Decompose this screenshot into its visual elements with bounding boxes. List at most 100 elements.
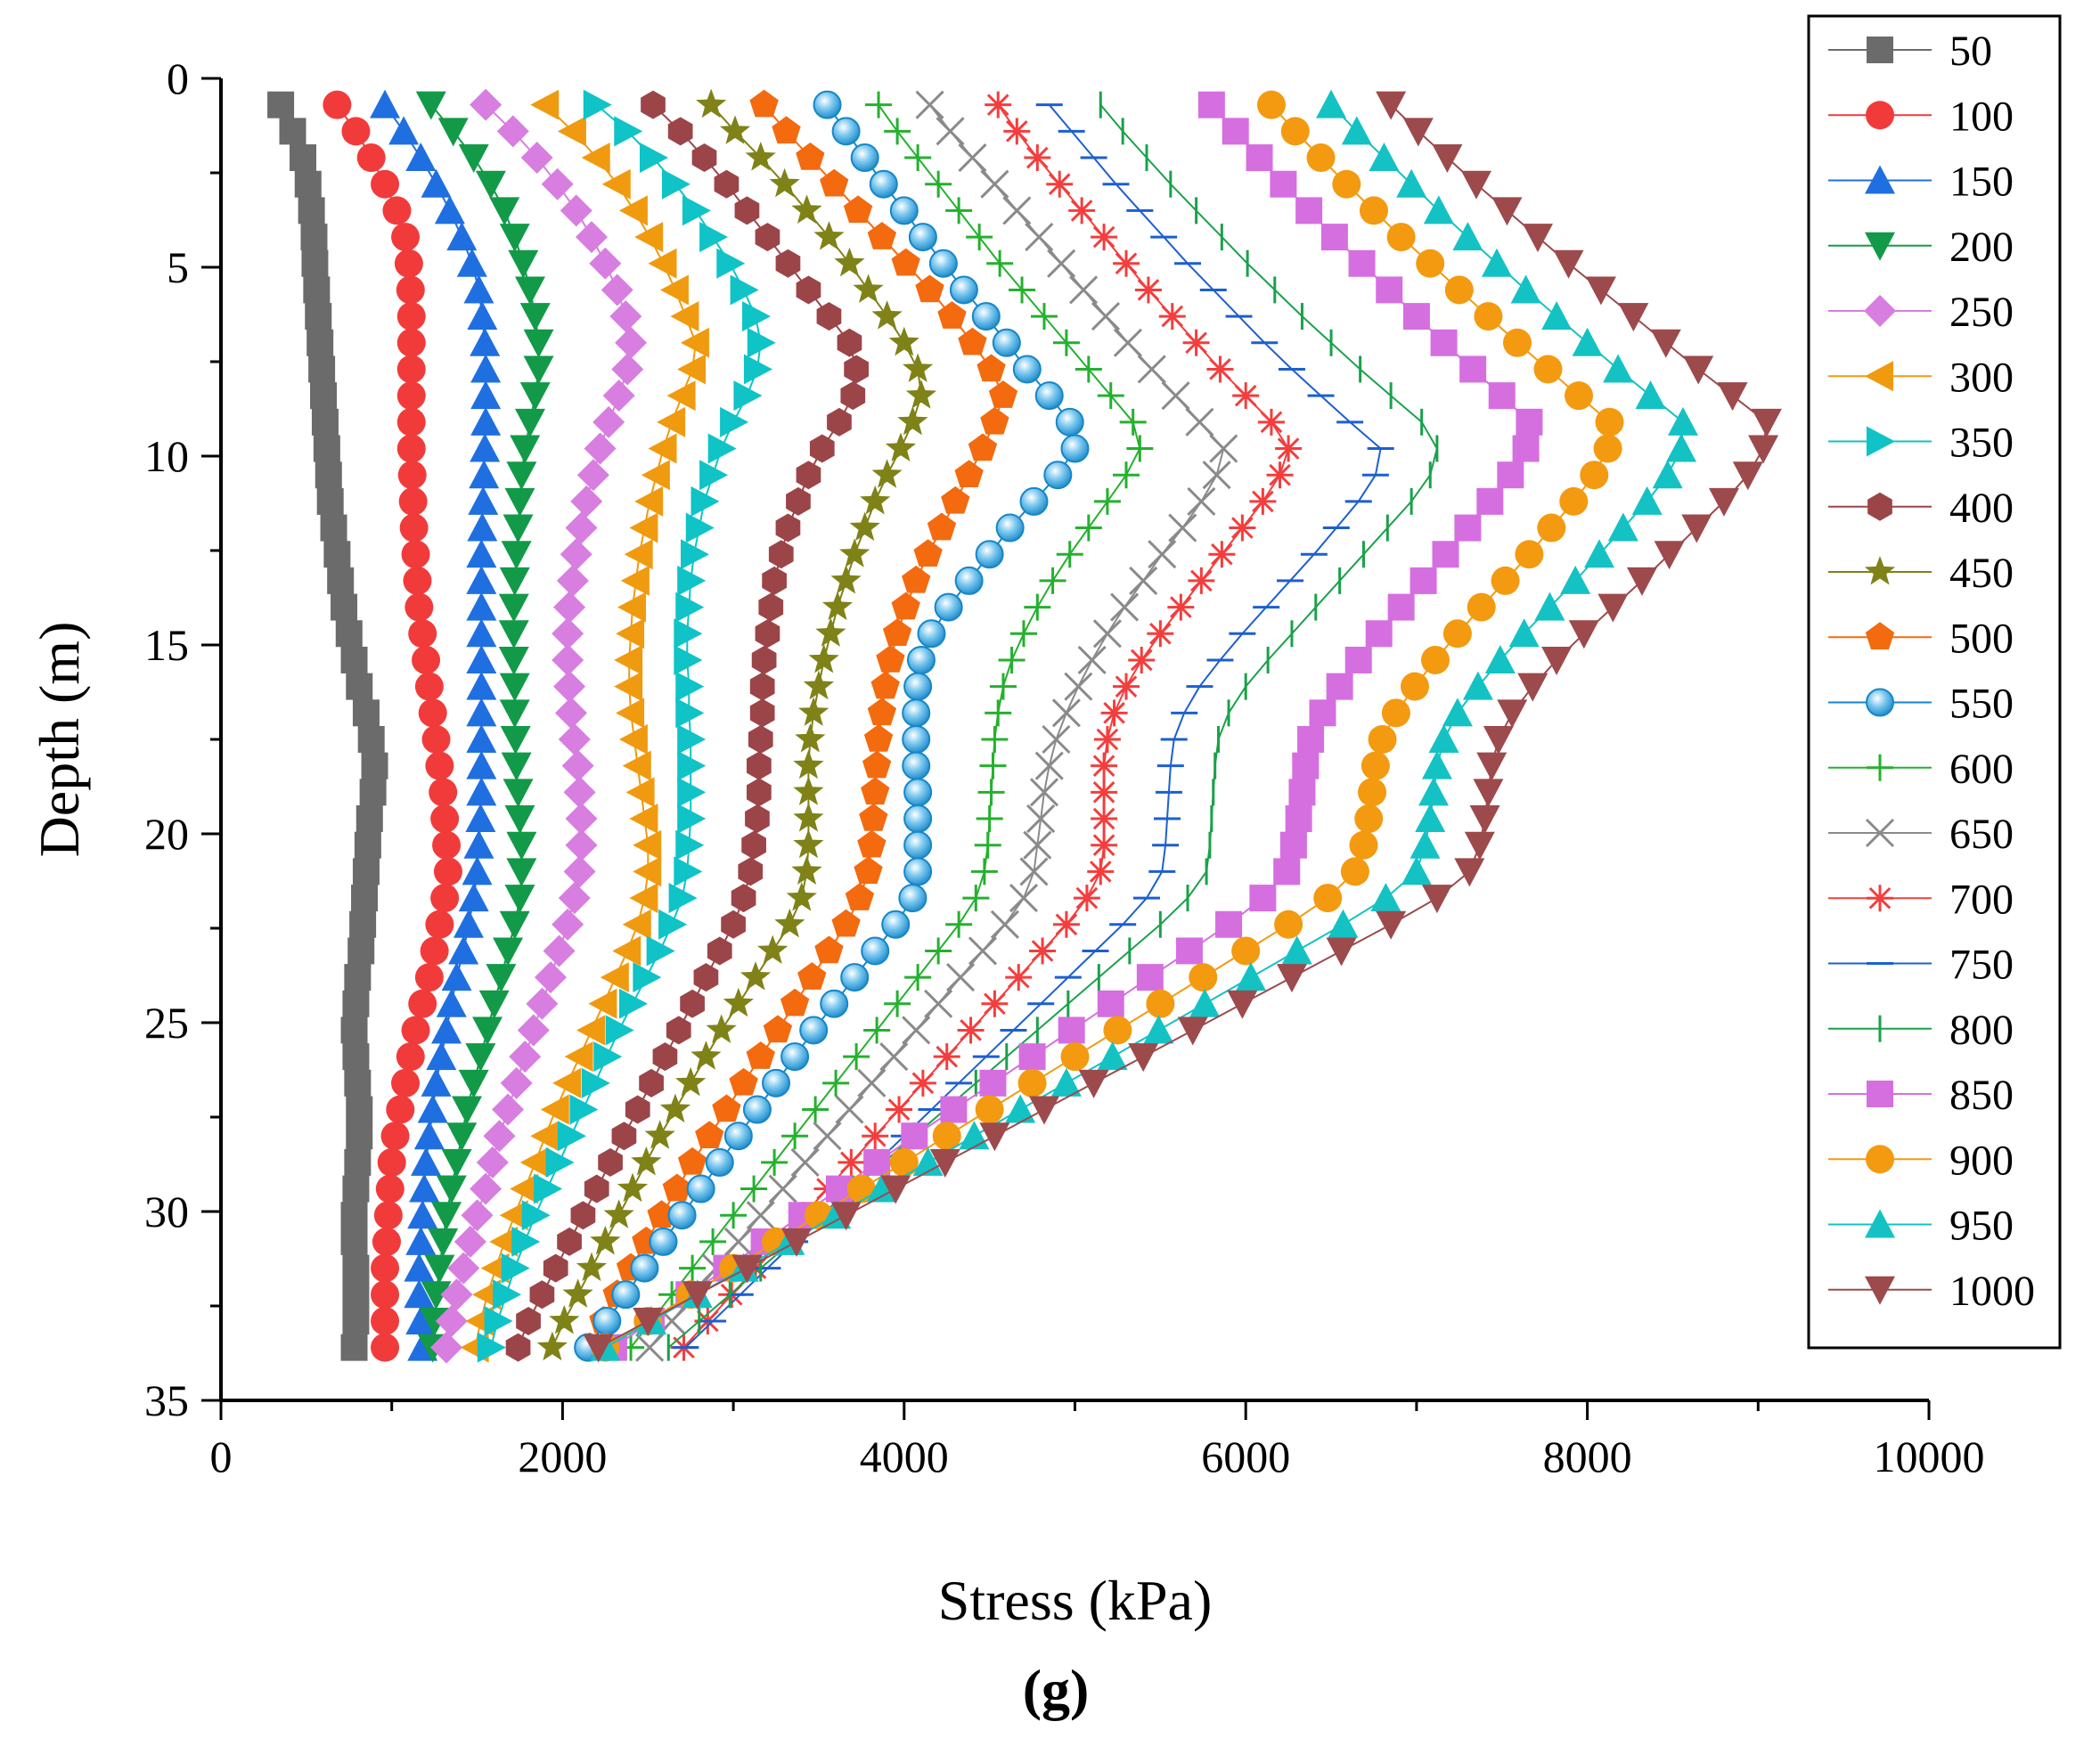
data-point-650-22 <box>1064 672 1093 701</box>
data-point-400-46 <box>516 1306 541 1335</box>
data-point-50-30 <box>351 885 379 912</box>
data-point-150-13 <box>470 433 501 462</box>
data-point-100-43 <box>372 1227 401 1256</box>
data-point-600-29 <box>970 858 998 885</box>
data-point-150-44 <box>404 1253 435 1282</box>
series-line-750 <box>684 104 1382 1349</box>
data-point-250-2 <box>520 142 553 175</box>
data-point-900-0 <box>1256 90 1286 119</box>
data-point-500-15 <box>941 485 970 514</box>
data-point-50-41 <box>342 1175 370 1203</box>
data-point-400-20 <box>755 619 780 649</box>
data-point-250-47 <box>430 1331 463 1364</box>
data-point-200-21 <box>498 646 529 675</box>
data-point-650-31 <box>990 910 1019 939</box>
data-point-50-28 <box>354 831 381 859</box>
data-point-600-3 <box>925 170 952 198</box>
data-point-550-20 <box>917 619 946 649</box>
legend-item-400: 400 <box>1828 485 2014 532</box>
data-point-500-27 <box>859 804 888 831</box>
data-point-50-12 <box>311 408 339 436</box>
data-point-700-1 <box>1003 118 1031 145</box>
data-point-150-41 <box>409 1173 440 1203</box>
data-point-50-9 <box>306 329 334 356</box>
data-point-50-29 <box>352 858 380 885</box>
data-point-200-12 <box>514 408 545 437</box>
data-point-350-46 <box>484 1305 513 1336</box>
data-point-350-25 <box>677 750 707 781</box>
data-point-600-37 <box>822 1069 850 1097</box>
data-point-900-6 <box>1416 249 1445 278</box>
data-point-650-12 <box>1185 407 1214 437</box>
data-point-150-3 <box>421 168 452 198</box>
data-point-300-32 <box>612 935 641 967</box>
data-point-700-14 <box>1266 461 1294 489</box>
data-point-600-30 <box>962 885 990 912</box>
x-tick-label: 0 <box>210 1432 233 1481</box>
data-point-450-14 <box>871 459 903 488</box>
data-point-850-18 <box>1410 567 1437 594</box>
data-point-100-8 <box>396 302 426 331</box>
data-point-1000-7 <box>1585 276 1616 306</box>
data-point-650-19 <box>1110 592 1140 622</box>
data-point-600-4 <box>945 197 973 224</box>
data-point-350-15 <box>690 485 720 517</box>
data-point-350-20 <box>674 618 703 649</box>
data-point-350-30 <box>668 883 698 914</box>
data-point-300-3 <box>601 168 631 200</box>
data-point-450-8 <box>871 300 903 330</box>
data-point-350-13 <box>707 433 737 464</box>
data-point-650-17 <box>1148 540 1177 569</box>
data-point-300-10 <box>677 354 707 385</box>
data-point-900-24 <box>1368 725 1397 754</box>
legend-marker-200 <box>1865 232 1895 261</box>
y-tick-label: 20 <box>144 809 189 859</box>
data-point-850-29 <box>1273 858 1301 885</box>
data-point-350-37 <box>581 1067 610 1098</box>
data-point-200-31 <box>499 910 530 940</box>
data-point-600-0 <box>865 91 893 118</box>
data-point-1000-38 <box>1028 1096 1059 1125</box>
data-point-550-31 <box>881 910 911 939</box>
data-point-550-14 <box>1043 461 1073 490</box>
data-point-50-20 <box>335 620 363 648</box>
data-point-500-28 <box>857 829 887 858</box>
data-point-700-30 <box>1073 885 1100 912</box>
data-point-700-35 <box>957 1016 985 1044</box>
data-point-850-15 <box>1476 487 1504 515</box>
data-point-400-6 <box>775 249 801 278</box>
data-point-400-18 <box>762 566 787 595</box>
data-point-400-28 <box>741 830 766 860</box>
legend-label: 300 <box>1949 354 2014 401</box>
data-point-100-14 <box>397 461 427 490</box>
data-point-150-15 <box>468 485 499 515</box>
data-point-1000-43 <box>781 1228 813 1257</box>
series-850 <box>600 91 1543 1361</box>
data-point-550-46 <box>592 1306 622 1335</box>
data-point-200-9 <box>523 329 554 358</box>
data-point-250-40 <box>476 1146 509 1179</box>
data-point-400-34 <box>680 989 705 1018</box>
data-point-150-34 <box>436 988 467 1017</box>
data-point-450-20 <box>815 617 846 647</box>
series-line-550 <box>587 104 1076 1349</box>
data-point-100-44 <box>371 1253 400 1283</box>
data-point-100-25 <box>425 751 454 780</box>
data-point-450-19 <box>821 591 854 621</box>
data-point-50-13 <box>313 435 340 462</box>
data-point-250-23 <box>554 697 587 730</box>
data-point-550-29 <box>903 857 933 886</box>
legend-item-750: 750 <box>1828 942 2014 989</box>
data-point-200-10 <box>523 355 554 385</box>
data-point-350-18 <box>677 565 707 596</box>
data-point-650-14 <box>1202 461 1231 490</box>
data-point-950-12 <box>1667 406 1698 436</box>
data-point-250-22 <box>553 670 586 703</box>
data-point-50-11 <box>310 382 338 410</box>
data-point-50-26 <box>359 779 387 806</box>
data-point-50-37 <box>344 1069 372 1097</box>
data-point-200-37 <box>458 1069 489 1098</box>
data-point-250-35 <box>517 1014 550 1047</box>
data-point-300-37 <box>552 1067 582 1098</box>
data-point-250-44 <box>447 1252 480 1285</box>
